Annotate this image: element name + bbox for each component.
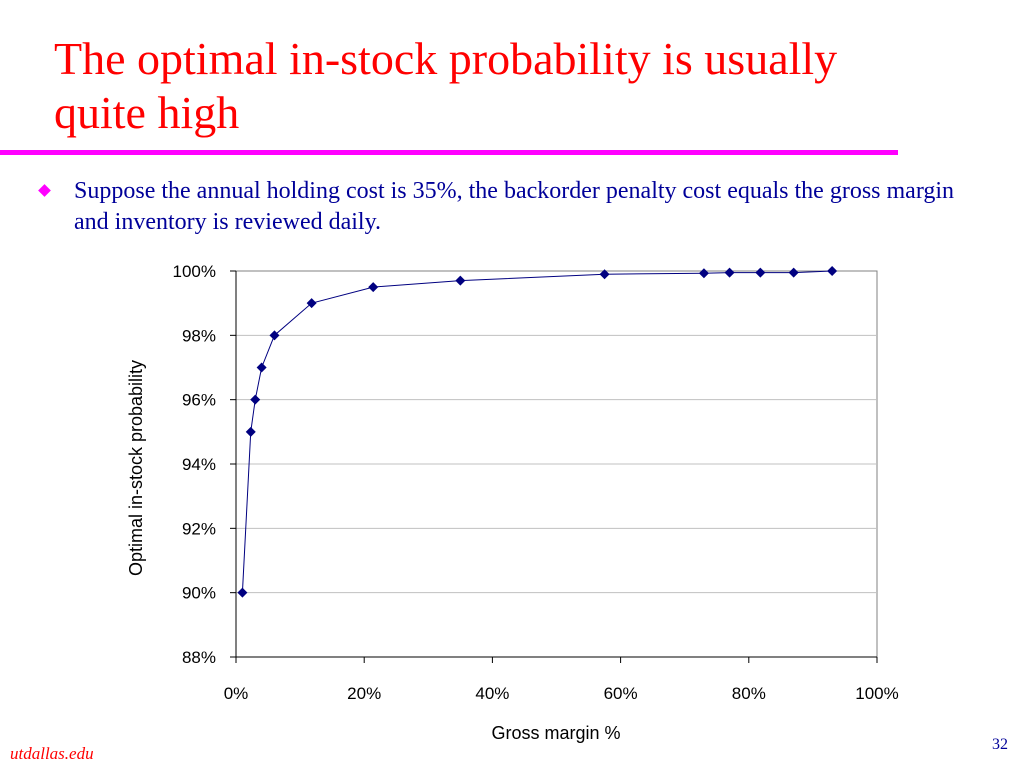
y-tick-label: 92% [182,519,216,538]
data-point [755,267,766,278]
data-point [455,275,466,286]
data-point [724,267,735,278]
data-point [368,282,379,293]
data-point [788,267,799,278]
x-axis-ticks: 0% 20% 40% 60% 80% 100% [224,657,899,703]
x-tick-label: 40% [475,684,509,703]
series-line [241,270,833,593]
data-point [245,426,256,437]
y-tick-label: 88% [182,648,216,667]
slide-title: The optimal in-stock probability is usua… [54,33,838,138]
x-tick-label: 60% [604,684,638,703]
page-number: 32 [992,736,1008,753]
data-point [250,394,261,405]
x-axis-title: Gross margin % [491,723,620,743]
title-divider [0,150,898,155]
x-tick-label: 100% [855,684,898,703]
y-tick-label: 90% [182,584,216,603]
y-tick-label: 94% [182,455,216,474]
footer-source: utdallas.edu [10,744,94,763]
series [237,266,838,598]
y-axis-title: Optimal in-stock probability [126,360,146,576]
y-tick-label: 100% [173,262,216,281]
y-axis-ticks: 88% 90% 92% 94% 96% 98% 100% [173,262,236,667]
data-point [827,266,838,276]
data-point [306,298,317,309]
x-tick-label: 80% [732,684,766,703]
data-point [256,362,267,373]
data-point [237,587,248,598]
gridlines [236,334,877,594]
x-tick-label: 0% [224,684,249,703]
y-tick-label: 98% [182,326,216,345]
x-tick-label: 20% [347,684,381,703]
y-tick-label: 96% [182,391,216,410]
bullet-text: Suppose the annual holding cost is 35%, … [74,178,955,235]
data-point [698,268,709,279]
data-point [269,330,280,341]
data-point [599,269,610,280]
